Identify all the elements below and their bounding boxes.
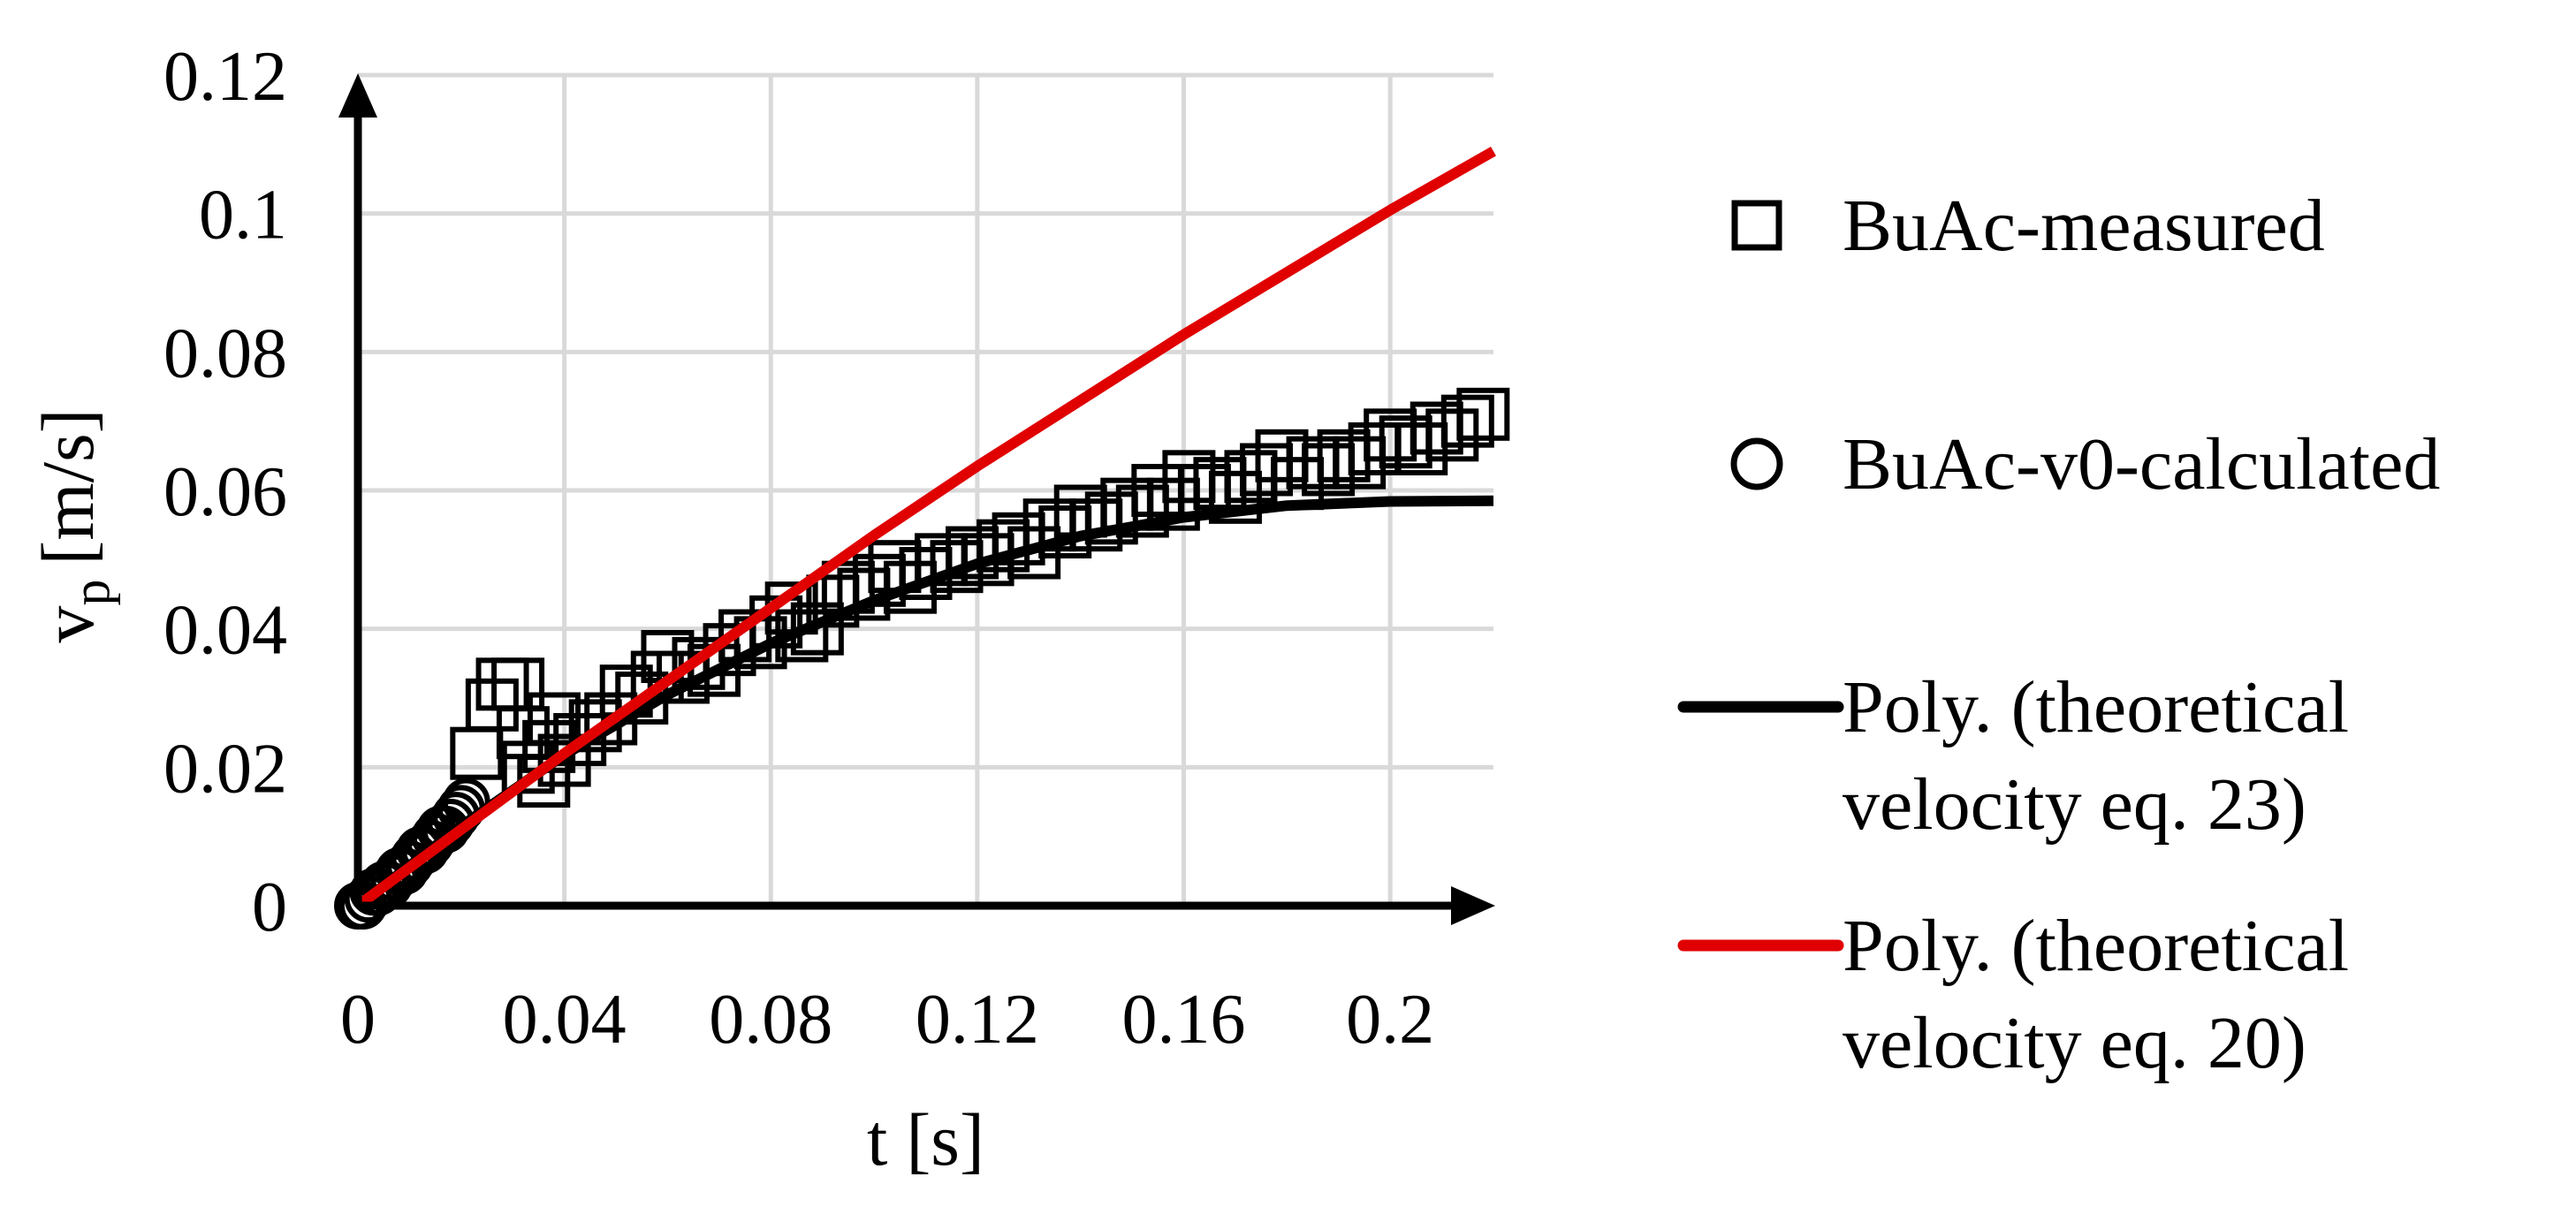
series-line [354, 146, 1496, 910]
legend: BuAc-measured BuAc-v0-calculated Poly. (th… [1677, 185, 2440, 1084]
legend-label: BuAc-measured [1843, 185, 2325, 267]
data-point-square [475, 657, 529, 711]
legend-label: BuAc-v0-calculated [1843, 423, 2440, 505]
legend-entry: BuAc-measured [1731, 185, 2325, 267]
legend-label: Poly. (theoretical [1843, 666, 2349, 748]
y-tick-label: 0.12 [163, 38, 287, 116]
y-tick-label: 0.08 [163, 315, 287, 392]
legend-square-icon [1731, 200, 1782, 251]
y-tick-label: 0.1 [199, 177, 287, 254]
y-tick-label: 0.04 [163, 592, 287, 670]
data-point-square [1440, 394, 1494, 448]
y-tick-label: 0 [252, 869, 287, 946]
legend-label: Poly. (theoretical [1843, 905, 2349, 987]
y-axis-title-main: v [27, 606, 110, 643]
data-point-square [1394, 422, 1448, 475]
series-layer [334, 146, 1510, 930]
data-point-square [537, 733, 591, 787]
legend-circle-icon [1730, 437, 1783, 490]
axes [338, 73, 1495, 925]
y-axis-title: vp [m/s] [27, 408, 120, 642]
legend-label: velocity eq. 20) [1843, 1002, 2306, 1084]
legend-entry: BuAc-v0-calculated [1730, 423, 2440, 505]
legend-label: velocity eq. 23) [1843, 763, 2306, 846]
x-axis-title: t [s] [867, 1099, 984, 1181]
x-tick-label: 0 [340, 981, 376, 1059]
data-point-square [1084, 491, 1138, 545]
tick-labels: 0 0.04 0.08 0.12 0.16 0.2 0 0.02 0.04 0.06 0.08 0.1… [163, 38, 1434, 1059]
series-buac-measured [450, 387, 1510, 808]
y-axis-arrow-icon [338, 73, 377, 118]
x-tick-label: 0.16 [1122, 981, 1246, 1059]
data-point-square [1115, 484, 1169, 538]
y-axis-title-unit: [m/s] [27, 408, 110, 565]
legend-entry: Poly. (theoretical velocity eq. 23) [1677, 666, 2349, 846]
x-axis-arrow-icon [1451, 886, 1495, 925]
data-point-square [450, 726, 504, 780]
data-point-square [1208, 470, 1262, 524]
x-tick-label: 0.2 [1346, 981, 1434, 1059]
svg-text:vp[m/s]: vp [m/s] [27, 408, 120, 642]
data-point-square [1425, 408, 1479, 462]
series-poly-theoretical-velocity-eq-20 [354, 146, 1496, 910]
x-tick-label: 0.04 [503, 981, 627, 1059]
x-tick-label: 0.08 [709, 981, 832, 1059]
data-point-square [553, 713, 607, 766]
x-tick-label: 0.12 [916, 981, 1039, 1059]
y-tick-label: 0.06 [163, 453, 287, 531]
data-point-square [1456, 387, 1510, 441]
y-axis-title-subscript: p [62, 580, 120, 606]
y-tick-label: 0.02 [163, 730, 287, 808]
legend-entry: Poly. (theoretical velocity eq. 20) [1677, 905, 2349, 1084]
